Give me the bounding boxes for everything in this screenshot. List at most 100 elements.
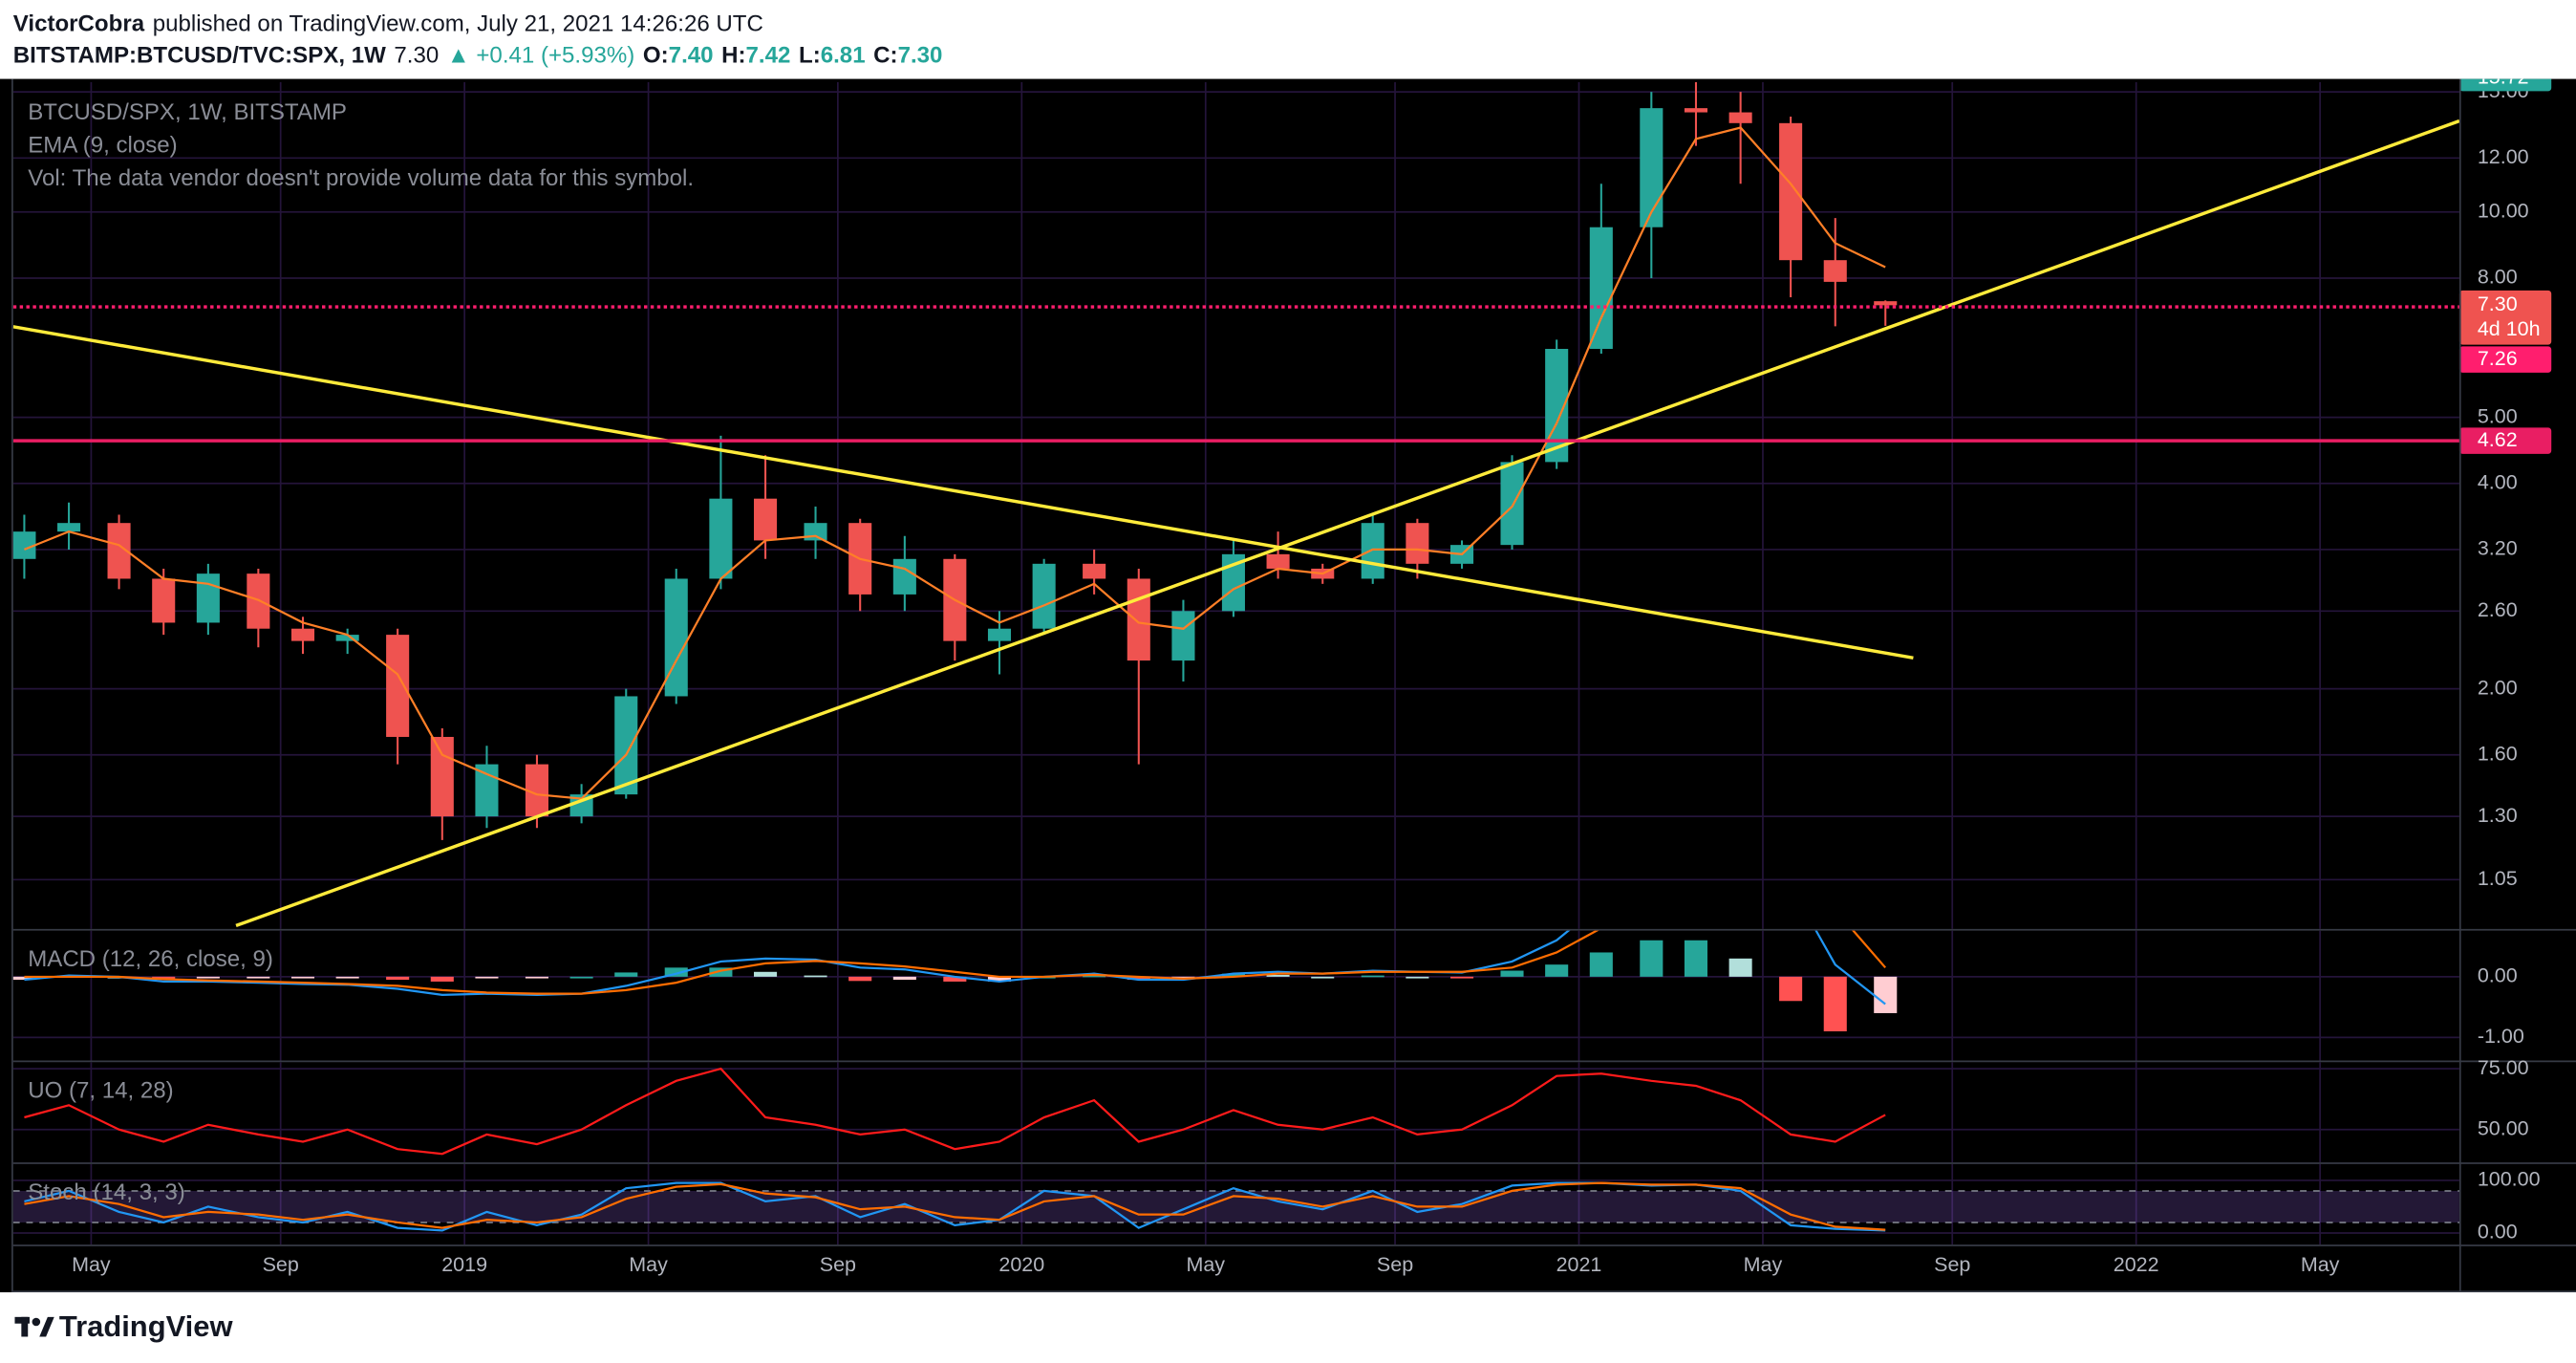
x-tick-label: Sep bbox=[820, 1253, 856, 1276]
panel-title: MACD (12, 26, close, 9) bbox=[28, 946, 273, 972]
histogram-bar bbox=[1311, 976, 1335, 979]
brand: TradingView bbox=[59, 1309, 234, 1343]
candle-body bbox=[664, 578, 688, 697]
candle-body bbox=[1728, 112, 1752, 123]
panel-title: Stoch (14, 3, 3) bbox=[28, 1179, 184, 1205]
ohlc-value: 6.81 bbox=[820, 41, 866, 68]
histogram-bar bbox=[987, 976, 1012, 982]
series-line bbox=[24, 1067, 1886, 1156]
ohlc-key: L: bbox=[798, 41, 821, 68]
logo-wedge bbox=[39, 1316, 54, 1337]
x-tick-label: 2020 bbox=[998, 1253, 1044, 1276]
y-tick-label: 2.00 bbox=[2478, 676, 2518, 699]
x-tick-label: Sep bbox=[1934, 1253, 1970, 1276]
candle-body bbox=[987, 628, 1012, 641]
ema-line bbox=[24, 126, 1886, 800]
histogram-bar bbox=[1640, 940, 1664, 977]
histogram-bar bbox=[335, 976, 359, 979]
last: 7.30 bbox=[394, 41, 440, 68]
header-line-2: BITSTAMP:BTCUSD/TVC:SPX, 1W 7.30 ▲ +0.41 (… bbox=[13, 39, 951, 71]
candle-body bbox=[804, 523, 827, 541]
ohlc-value: 7.40 bbox=[668, 41, 714, 68]
histogram-bar bbox=[1728, 958, 1752, 977]
histogram-bar bbox=[614, 972, 638, 977]
histogram-bar bbox=[430, 976, 454, 982]
panel bbox=[12, 1062, 2459, 1163]
logo-stem bbox=[21, 1316, 29, 1337]
candle-body bbox=[892, 558, 916, 595]
candle-body bbox=[1406, 523, 1429, 564]
y-tick-label: 12.00 bbox=[2478, 145, 2529, 168]
candle-body bbox=[709, 498, 733, 579]
histogram-bar bbox=[1449, 976, 1474, 979]
histogram-bar bbox=[1127, 976, 1150, 981]
y-tick-label: 1.30 bbox=[2478, 804, 2518, 827]
y-tick-label: 50.00 bbox=[2478, 1116, 2529, 1139]
histogram-bar bbox=[247, 976, 270, 979]
candle-body bbox=[1874, 301, 1898, 306]
x-tick-label: 2022 bbox=[2114, 1253, 2159, 1276]
candle-body bbox=[57, 523, 81, 532]
ohlc-key: H: bbox=[721, 41, 746, 68]
y-tick-label: -1.00 bbox=[2478, 1025, 2524, 1048]
author: VictorCobra bbox=[12, 10, 145, 36]
candle-body bbox=[196, 573, 220, 623]
price-label-box bbox=[2458, 346, 2552, 373]
histogram-bar bbox=[525, 976, 548, 979]
ohlc-value: 7.30 bbox=[897, 41, 943, 68]
histogram-bar bbox=[804, 975, 827, 978]
candle-body bbox=[1127, 578, 1150, 661]
y-tick-label: 5.00 bbox=[2478, 404, 2518, 427]
y-tick-label: 2.60 bbox=[2478, 598, 2518, 621]
histogram-bar bbox=[848, 976, 872, 982]
layer: 1.05 1.30 1.60 2.00 2.60 3.20 4.00 5.00 8.00 10.0… bbox=[11, 78, 2576, 1293]
panel bbox=[12, 1163, 2459, 1245]
series-line bbox=[24, 1181, 1886, 1231]
chart-background bbox=[0, 78, 2576, 1293]
price-label: 7.26 bbox=[2478, 347, 2518, 370]
histogram-bar bbox=[1500, 970, 1524, 977]
candle-body bbox=[1779, 122, 1803, 261]
candle-body bbox=[475, 764, 499, 817]
y-tick-label: 4.00 bbox=[2478, 470, 2518, 493]
histogram-bar bbox=[152, 976, 176, 980]
histogram-bar bbox=[754, 971, 778, 977]
histogram-bar bbox=[1221, 973, 1245, 977]
x-tick-label: May bbox=[1744, 1253, 1783, 1276]
candle-body bbox=[1032, 563, 1056, 629]
trendline bbox=[12, 325, 1914, 660]
histogram-bar bbox=[475, 976, 499, 979]
panel-title: BTCUSD/SPX, 1W, BITSTAMP bbox=[28, 99, 347, 125]
countdown-label: 4d 10h bbox=[2478, 317, 2541, 340]
x-tick-label: Sep bbox=[1377, 1253, 1413, 1276]
histogram-bar bbox=[1266, 974, 1290, 977]
y-tick-label: 8.00 bbox=[2478, 266, 2518, 289]
x-tick-label: Sep bbox=[263, 1253, 299, 1276]
y-tick-label: 1.05 bbox=[2478, 867, 2518, 890]
histogram-bar bbox=[290, 976, 315, 979]
histogram-bar bbox=[12, 976, 36, 981]
histogram-bar bbox=[1361, 975, 1385, 978]
y-tick-label: 100.00 bbox=[2478, 1168, 2541, 1191]
histogram-bar bbox=[1779, 976, 1803, 1002]
y-tick-label: 75.00 bbox=[2478, 1056, 2529, 1079]
price-label: 4.62 bbox=[2478, 428, 2518, 451]
histogram-bar bbox=[1823, 976, 1847, 1032]
panel bbox=[12, 82, 2459, 929]
series-line bbox=[24, 930, 1887, 995]
histogram-bar bbox=[664, 967, 688, 977]
y-tick-label: 10.00 bbox=[2478, 199, 2529, 222]
candle-body bbox=[754, 498, 778, 541]
change: ▲ +0.41 (+5.93%) bbox=[446, 41, 635, 68]
note: Vol: The data vendor doesn't provide vol… bbox=[28, 165, 694, 191]
brand-logo: TradingView bbox=[14, 1309, 233, 1343]
y-tick-label: 0.00 bbox=[2478, 1221, 2518, 1244]
candle-body bbox=[1083, 563, 1106, 579]
logo-dot bbox=[32, 1317, 41, 1327]
histogram-bar bbox=[943, 976, 967, 982]
histogram-bar bbox=[1684, 940, 1708, 977]
header: VictorCobra published on TradingView.com,… bbox=[13, 9, 951, 71]
histogram-bar bbox=[892, 976, 916, 981]
